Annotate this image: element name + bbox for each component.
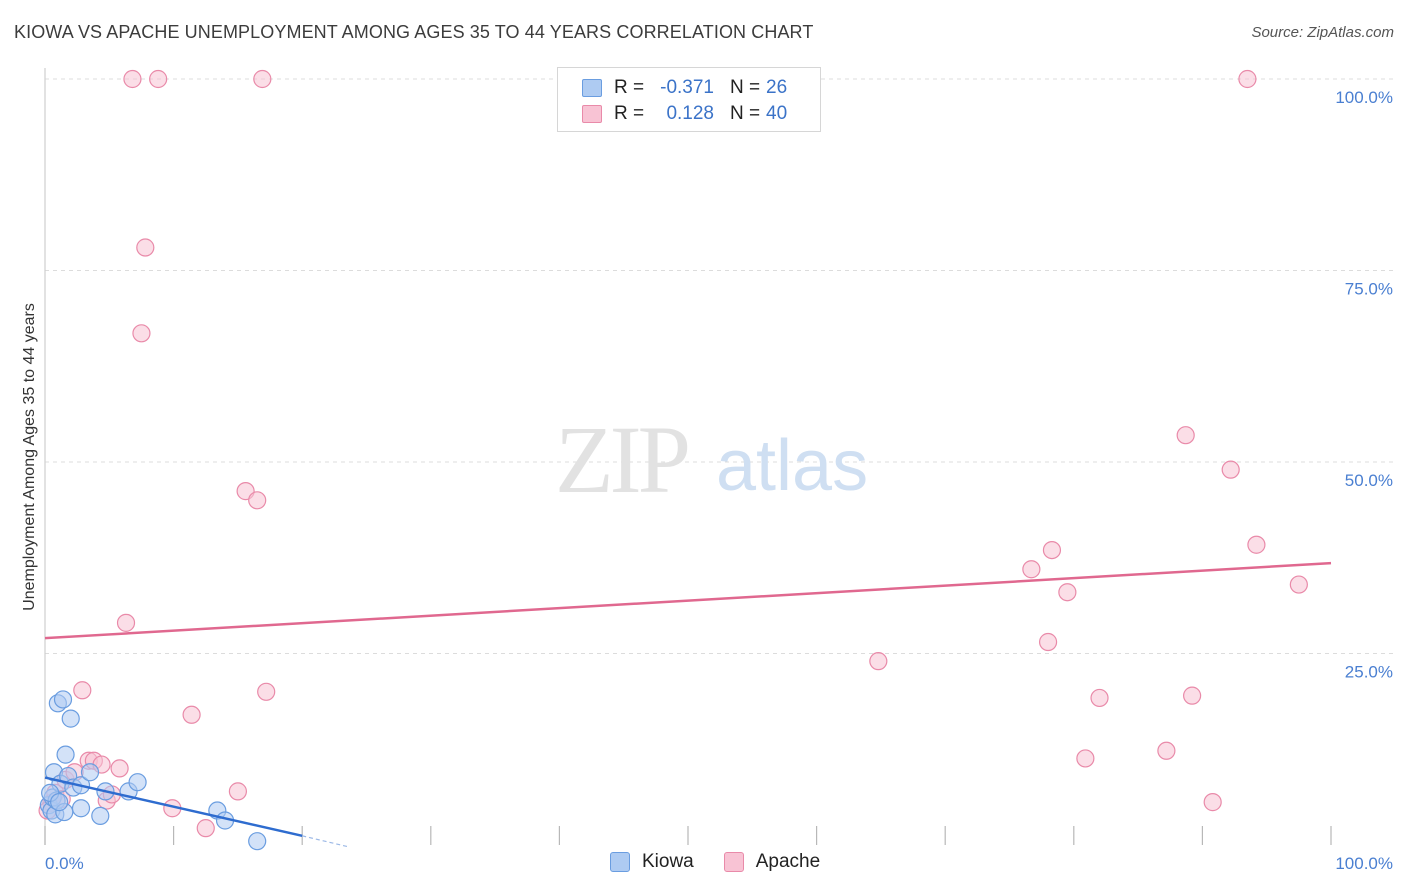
kiowa-point-15 (71, 799, 91, 818)
apache-point-29 (1058, 583, 1077, 602)
y-axis-label: Unemployment Among Ages 35 to 44 years (21, 303, 38, 611)
apache-legend-swatch (723, 852, 744, 872)
apache-legend-label: Apache (755, 851, 821, 872)
kiowa-point-12 (61, 709, 80, 728)
apache-trend-line (44, 561, 1332, 640)
apache-swatch (582, 105, 602, 123)
kiowa-point-20 (128, 773, 147, 792)
apache-point-28 (1042, 540, 1062, 560)
apache-point-39 (1247, 535, 1266, 554)
apache-point-15 (132, 324, 151, 343)
apache-point-33 (1157, 741, 1176, 760)
kiowa-legend-swatch (610, 852, 630, 872)
apache-point-30 (1038, 632, 1058, 652)
legend-item-kiowa[interactable]: Kiowa (610, 851, 694, 873)
apache-point-26 (869, 652, 888, 671)
apache-point-38 (1238, 69, 1257, 89)
apache-r-value: 0.128 (666, 103, 714, 124)
kiowa-r-label: R = (614, 77, 645, 98)
chart-title: KIOWA VS APACHE UNEMPLOYMENT AMONG AGES … (14, 22, 814, 42)
apache-point-24 (257, 682, 276, 701)
kiowa-point-16 (80, 763, 100, 782)
kiowa-point-8 (53, 690, 73, 709)
kiowa-point-25 (50, 793, 69, 812)
apache-point-35 (1183, 686, 1202, 705)
y-tick-label-3: 100.0% (1335, 88, 1393, 107)
apache-point-12 (116, 613, 136, 632)
apache-point-19 (196, 819, 215, 838)
apache-n-label: N = (730, 103, 761, 124)
legend-item-apache[interactable]: Apache (723, 851, 821, 873)
apache-point-22 (248, 491, 267, 510)
axes (44, 68, 1332, 845)
apache-point-14 (136, 238, 155, 257)
apache-point-13 (123, 69, 142, 89)
legend-row-kiowa: R = -0.371 N = 26 (582, 76, 787, 100)
kiowa-point-23 (248, 832, 267, 851)
correlation-legend: R = -0.371 N = 26 R = 0.128 N = 40 (557, 67, 821, 132)
gridlines (45, 78, 1395, 654)
kiowa-r-value: -0.371 (660, 77, 714, 98)
kiowa-point-10 (56, 745, 75, 764)
kiowa-n-label: N = (730, 77, 761, 98)
watermark: ZIP atlas (555, 406, 868, 513)
trend-lines (44, 561, 1332, 848)
kiowa-points (39, 690, 267, 851)
y-tick-label-0: 25.0% (1345, 663, 1393, 682)
x-tick-label-0: 0.0% (45, 854, 84, 873)
apache-point-36 (1203, 793, 1222, 812)
kiowa-legend-label: Kiowa (642, 851, 694, 872)
apache-n-value: 40 (766, 103, 788, 124)
source-label: Source: ZipAtlas.com (1251, 24, 1394, 41)
watermark-atlas: atlas (716, 426, 868, 506)
apache-r-label: R = (614, 103, 645, 124)
watermark-zip: ZIP (555, 406, 688, 513)
apache-point-18 (182, 705, 201, 724)
apache-point-16 (149, 69, 168, 89)
tick-labels: 25.0% 50.0% 75.0% 100.0% 0.0% 100.0% (45, 88, 1393, 873)
kiowa-trend-line (44, 776, 303, 838)
apache-point-11 (110, 759, 129, 778)
series-legend: Kiowa Apache (610, 851, 850, 873)
apache-point-40 (1289, 575, 1308, 594)
y-tick-label-1: 50.0% (1345, 471, 1393, 490)
apache-point-23 (253, 69, 272, 89)
x-tick-label-1: 100.0% (1335, 854, 1393, 873)
kiowa-point-17 (91, 806, 110, 825)
kiowa-swatch (582, 79, 602, 97)
apache-point-27 (1022, 560, 1041, 579)
kiowa-n-value: 26 (766, 77, 788, 98)
apache-point-34 (1176, 426, 1195, 445)
apache-point-32 (1090, 688, 1109, 708)
apache-point-20 (228, 782, 247, 801)
y-tick-label-2: 75.0% (1345, 280, 1393, 299)
apache-point-37 (1221, 460, 1240, 479)
kiowa-trend-extension (302, 835, 348, 848)
apache-point-5 (73, 681, 92, 700)
apache-point-31 (1076, 749, 1095, 768)
legend-row-apache: R = 0.128 N = 40 (582, 102, 787, 126)
